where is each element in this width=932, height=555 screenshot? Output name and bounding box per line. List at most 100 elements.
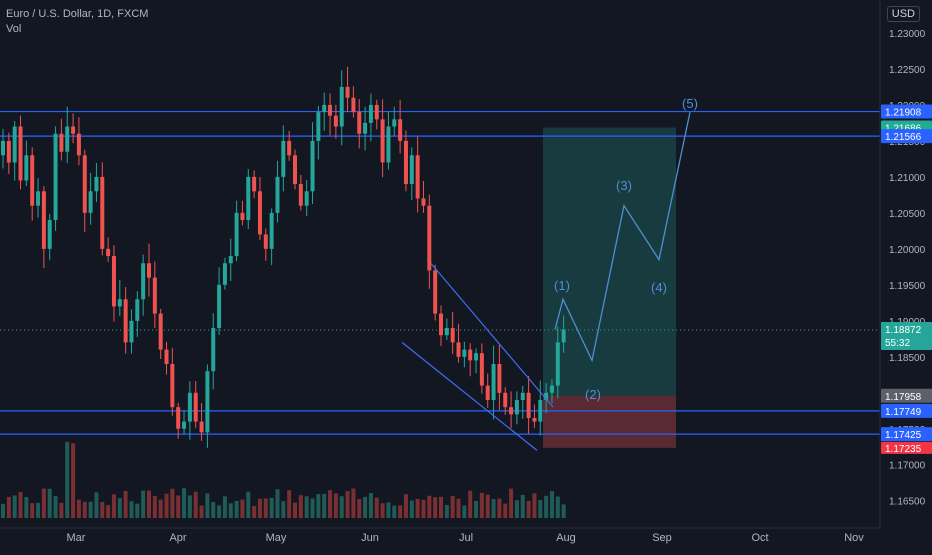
- candle[interactable]: [94, 176, 99, 192]
- candle[interactable]: [252, 176, 257, 192]
- candle[interactable]: [182, 421, 187, 429]
- candle[interactable]: [287, 140, 292, 156]
- currency-badge[interactable]: USD: [886, 6, 920, 22]
- candle[interactable]: [205, 371, 210, 433]
- candle[interactable]: [351, 97, 356, 113]
- candle[interactable]: [222, 263, 227, 285]
- candle[interactable]: [555, 342, 560, 386]
- candle[interactable]: [217, 284, 222, 329]
- candle[interactable]: [392, 119, 397, 127]
- candle[interactable]: [263, 234, 268, 249]
- wave-projection-path[interactable]: [554, 111, 691, 363]
- candle[interactable]: [275, 176, 280, 213]
- price-axis[interactable]: [880, 0, 932, 550]
- candle[interactable]: [339, 86, 344, 127]
- candle[interactable]: [439, 313, 443, 336]
- candle[interactable]: [187, 392, 192, 422]
- candle[interactable]: [526, 392, 531, 418]
- candle[interactable]: [462, 349, 467, 357]
- candle[interactable]: [433, 270, 438, 314]
- candle[interactable]: [111, 256, 116, 307]
- candle[interactable]: [456, 342, 461, 357]
- price-tag[interactable]: [881, 129, 932, 144]
- candle[interactable]: [193, 392, 198, 422]
- candle[interactable]: [59, 133, 64, 152]
- candle[interactable]: [6, 140, 11, 163]
- candle[interactable]: [368, 104, 373, 123]
- candle[interactable]: [246, 176, 251, 221]
- wedge-trend-line[interactable]: [401, 341, 538, 451]
- candle[interactable]: [1, 140, 5, 156]
- candle[interactable]: [322, 104, 327, 113]
- candle[interactable]: [403, 140, 408, 185]
- candle[interactable]: [47, 220, 52, 249]
- candle[interactable]: [293, 155, 297, 185]
- wedge-trend-line[interactable]: [430, 262, 554, 408]
- candle[interactable]: [106, 248, 111, 257]
- candle[interactable]: [88, 191, 93, 213]
- candle[interactable]: [538, 399, 543, 422]
- candle[interactable]: [409, 155, 414, 185]
- candle[interactable]: [12, 126, 17, 163]
- candle[interactable]: [65, 126, 70, 152]
- candle[interactable]: [333, 115, 338, 127]
- candle[interactable]: [427, 205, 432, 271]
- candle[interactable]: [228, 256, 233, 264]
- candle[interactable]: [345, 86, 350, 98]
- candle[interactable]: [450, 328, 455, 343]
- candle[interactable]: [24, 155, 29, 181]
- candle[interactable]: [76, 133, 81, 156]
- candle[interactable]: [141, 263, 146, 300]
- candle[interactable]: [468, 349, 473, 361]
- price-tag[interactable]: [881, 388, 932, 403]
- candle[interactable]: [281, 140, 286, 177]
- candle[interactable]: [304, 191, 309, 206]
- candle[interactable]: [123, 299, 128, 343]
- price-tag[interactable]: [881, 441, 932, 454]
- price-tag[interactable]: [881, 403, 932, 418]
- candle[interactable]: [158, 313, 163, 350]
- candle[interactable]: [53, 133, 58, 221]
- candle[interactable]: [544, 392, 549, 400]
- candle[interactable]: [269, 212, 274, 249]
- candle[interactable]: [117, 299, 122, 307]
- candle[interactable]: [71, 126, 76, 134]
- candle[interactable]: [199, 421, 204, 433]
- candle[interactable]: [444, 328, 449, 336]
- candle[interactable]: [100, 176, 105, 249]
- candle[interactable]: [398, 119, 403, 141]
- candle[interactable]: [147, 263, 151, 278]
- candle[interactable]: [479, 353, 484, 386]
- candle[interactable]: [474, 353, 479, 361]
- candle[interactable]: [561, 329, 566, 343]
- candle[interactable]: [503, 392, 508, 408]
- candle[interactable]: [170, 363, 175, 408]
- candle[interactable]: [415, 155, 420, 199]
- candle[interactable]: [257, 191, 262, 235]
- candle[interactable]: [380, 119, 385, 163]
- candle[interactable]: [374, 104, 379, 120]
- candle[interactable]: [18, 126, 23, 181]
- candle[interactable]: [357, 112, 362, 134]
- price-tag[interactable]: [881, 104, 932, 119]
- candle[interactable]: [491, 363, 496, 400]
- candle[interactable]: [135, 299, 140, 321]
- candle[interactable]: [316, 112, 321, 141]
- candle[interactable]: [211, 328, 216, 372]
- candle[interactable]: [386, 126, 391, 163]
- candle[interactable]: [509, 407, 514, 415]
- candle[interactable]: [240, 212, 245, 221]
- candle[interactable]: [363, 122, 368, 134]
- current-price-tag[interactable]: [881, 322, 932, 351]
- loss-zone[interactable]: [543, 395, 676, 448]
- candle[interactable]: [129, 320, 134, 343]
- candle[interactable]: [485, 385, 490, 400]
- candle[interactable]: [328, 104, 333, 116]
- candle[interactable]: [532, 417, 537, 422]
- candle[interactable]: [549, 385, 554, 393]
- candle[interactable]: [176, 407, 181, 429]
- candle[interactable]: [30, 155, 35, 206]
- candle[interactable]: [520, 392, 525, 400]
- candle[interactable]: [152, 277, 157, 314]
